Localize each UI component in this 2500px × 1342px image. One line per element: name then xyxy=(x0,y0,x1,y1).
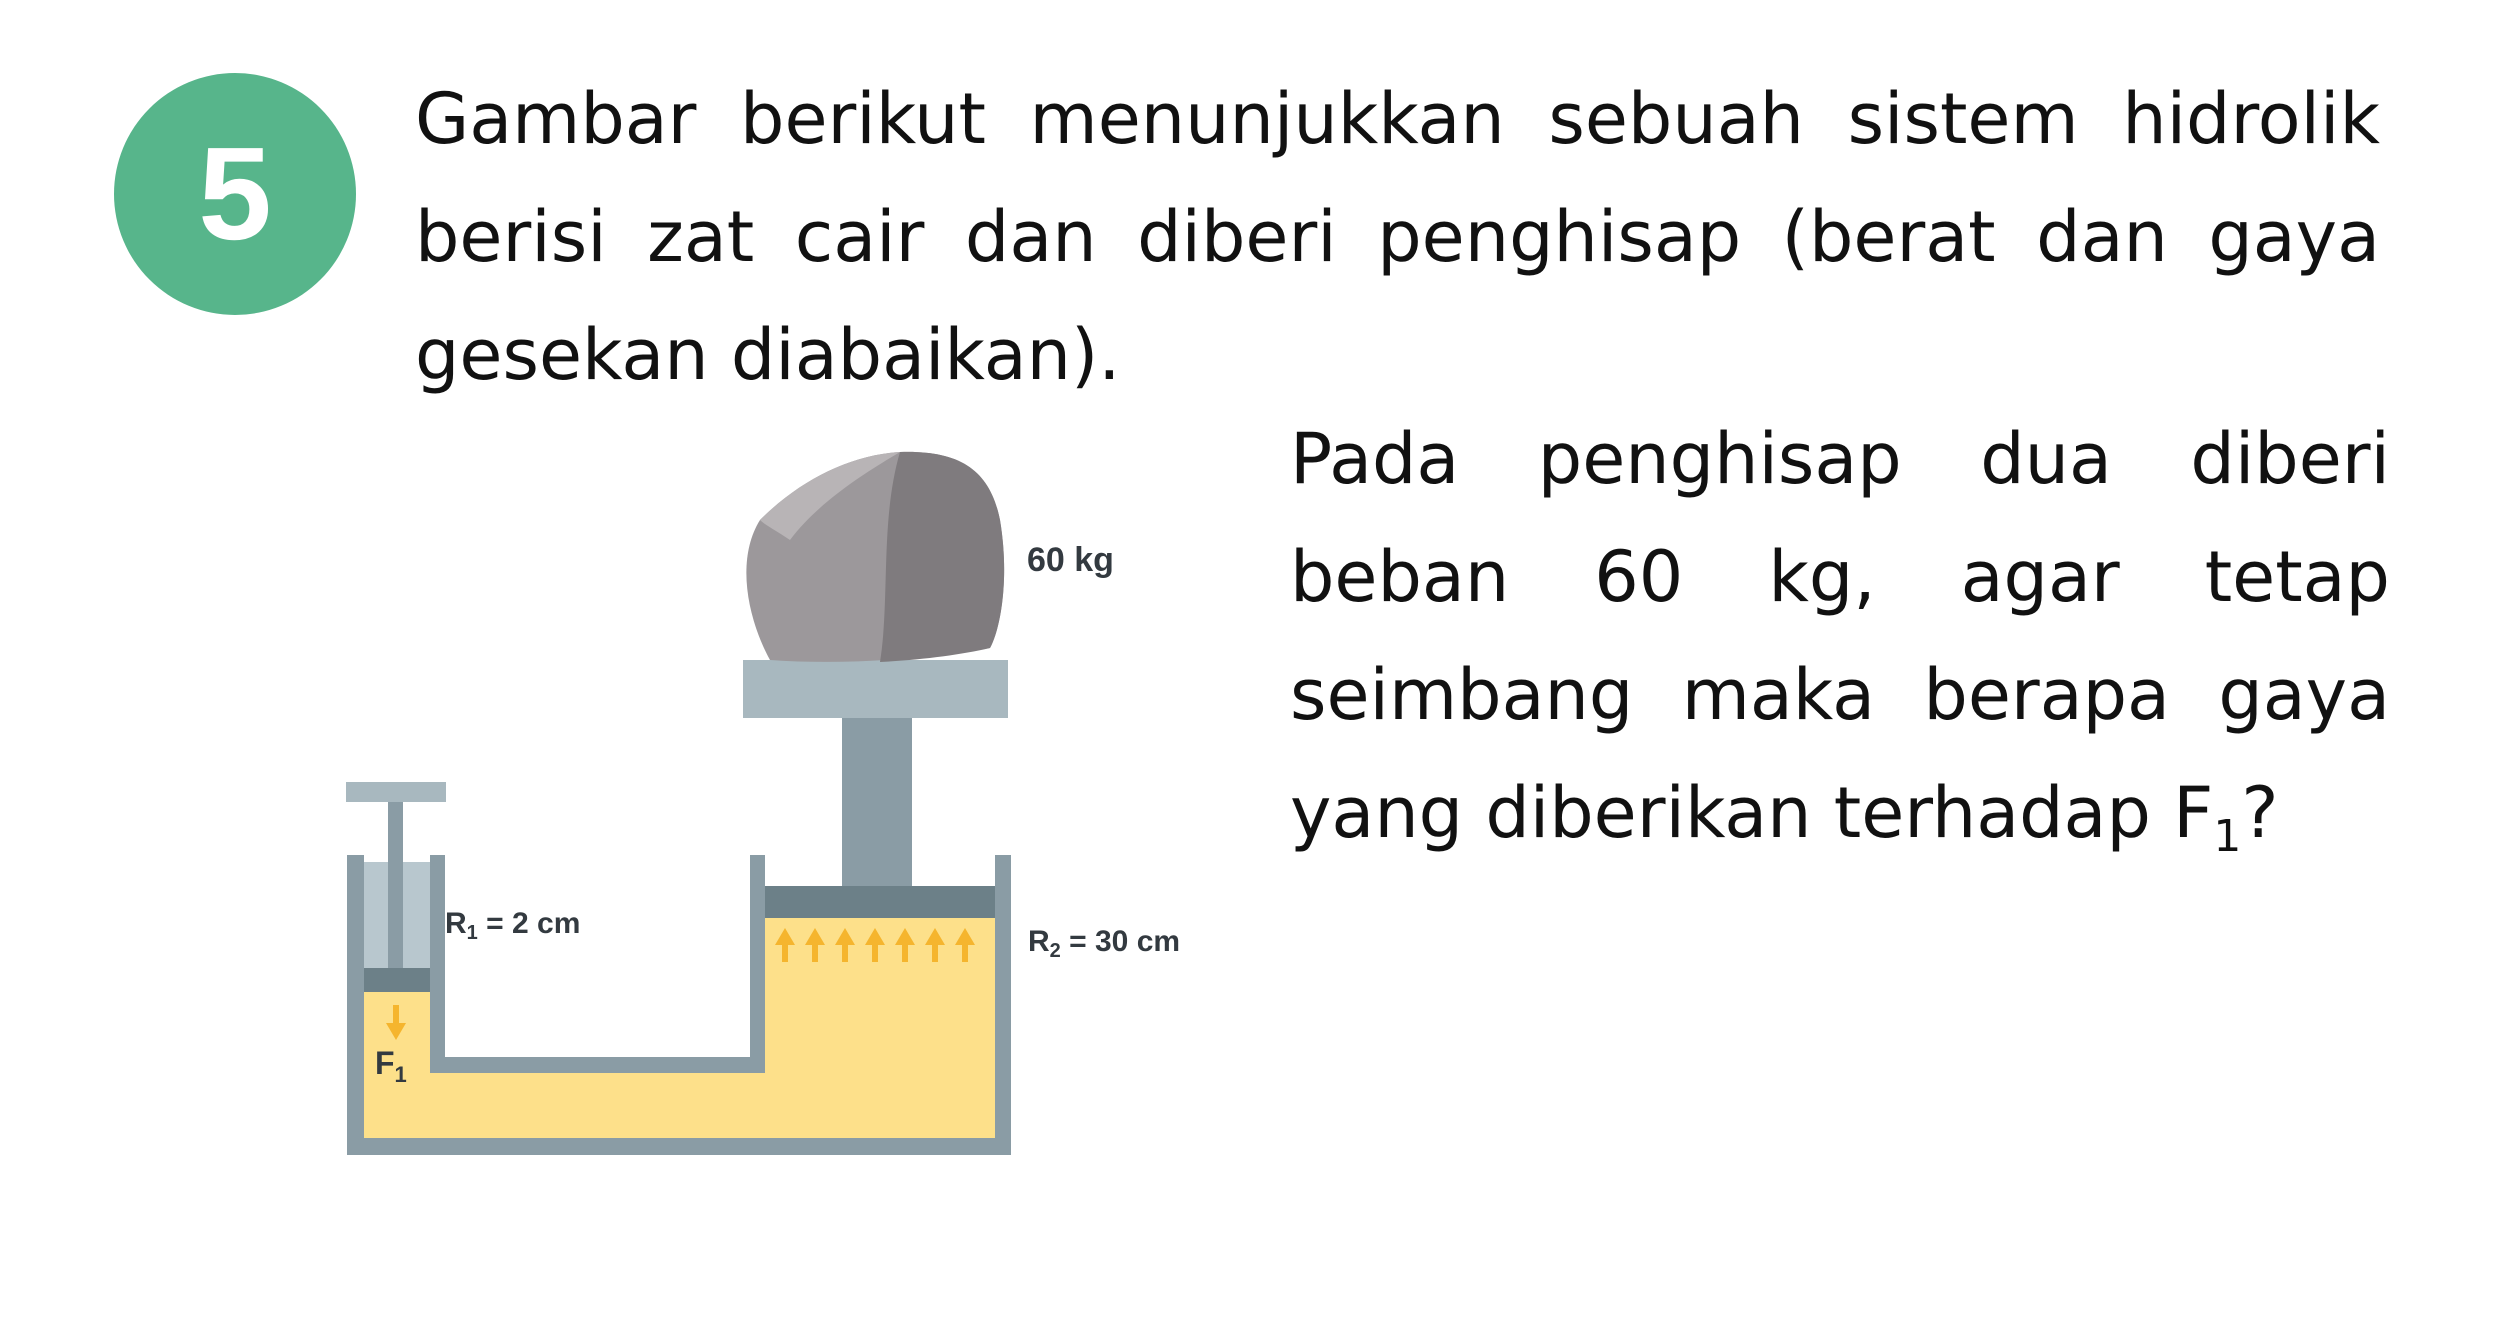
question-subscript: 1 xyxy=(2213,811,2242,862)
r1-label: R1 = 2 cm xyxy=(445,907,580,944)
mass-label: 60 kg xyxy=(1027,541,1114,579)
question-end: ? xyxy=(2241,772,2279,854)
container-walls xyxy=(347,855,1011,1155)
hydraulic-fluid xyxy=(364,918,995,1138)
rock-load xyxy=(746,451,1005,662)
question-main: Pada penghisap dua diberi beban 60 kg, a… xyxy=(1290,418,2390,854)
force-arrow-down xyxy=(386,1005,406,1040)
small-piston xyxy=(346,782,446,992)
f1-label: F1 xyxy=(375,1045,407,1087)
large-piston xyxy=(743,660,1008,918)
pressure-arrows xyxy=(775,928,975,962)
problem-intro-text: Gambar berikut menunjukkan sebuah sistem… xyxy=(415,78,2380,396)
problem-question-text: Pada penghisap dua diberi beban 60 kg, a… xyxy=(1290,400,2390,872)
r2-label: R2 = 30 cm xyxy=(1028,925,1180,962)
problem-number-badge: 5 xyxy=(114,73,356,315)
